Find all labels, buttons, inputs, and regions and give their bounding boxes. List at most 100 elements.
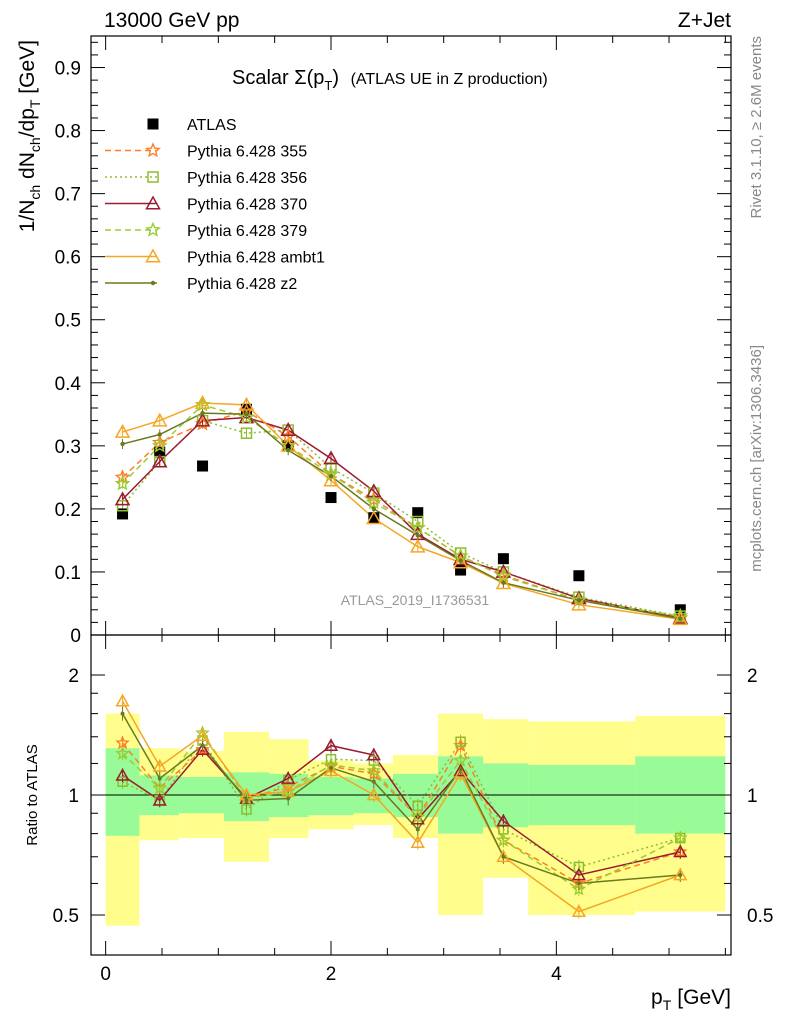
y-tick-label: 0.1: [55, 563, 81, 584]
ratio-marker-2: [453, 763, 468, 777]
y-label-part-2: dN: [16, 152, 39, 185]
ratio-marker-2: [571, 867, 587, 881]
ratio-marker-3: [453, 752, 468, 767]
series-marker-6: [120, 441, 125, 447]
ratio-y-tick-label-right: 2: [747, 666, 758, 687]
legend-marker-1: [145, 142, 161, 158]
ratio-line-5: [121, 713, 681, 885]
header-right: Z+Jet: [678, 9, 731, 32]
y-tick-label: 0: [70, 626, 81, 647]
series-marker-6: [200, 410, 205, 416]
y-label-part-6: [GeV]: [16, 40, 39, 100]
ratio-marker-5: [678, 873, 683, 877]
series-marker-5: [238, 396, 255, 411]
series-marker-4: [495, 568, 512, 584]
ratio-marker-3: [496, 832, 511, 847]
legend-label-6: Pythia 6.428 z2: [187, 276, 297, 293]
ratio-marker-4: [453, 766, 468, 780]
plot-title-close: ): [332, 67, 339, 89]
ratio-marker-3: [152, 780, 168, 795]
series-marker-3: [114, 491, 131, 506]
series-marker-5: [194, 394, 211, 409]
band-inner-0: [105, 748, 140, 836]
ratio-marker-0: [115, 735, 130, 750]
series-marker-3: [280, 422, 296, 437]
legend-marker-6: [150, 280, 156, 286]
y-tick-label: 0.6: [55, 248, 81, 269]
ratio-marker-1: [117, 776, 128, 787]
ratio-frame: [90, 634, 732, 956]
ratio-marker-0: [672, 844, 688, 859]
series-marker-6: [371, 506, 377, 512]
ratio-panel: 0.5 0.5 1 1 2 2 0 2 4 Ratio to ATLAS pT [GeV]: [24, 634, 773, 1013]
ratio-marker-3: [280, 783, 296, 798]
plot-title-sub: T: [324, 78, 332, 93]
ratio-marker-5: [415, 827, 420, 832]
side-text-bottom: mcplots.cern.ch [arXiv:1306.3436]: [748, 345, 765, 572]
series-marker-1: [114, 469, 131, 485]
series-line-3: [121, 416, 681, 619]
ratio-marker-3: [366, 763, 382, 777]
series-marker-5: [495, 575, 512, 590]
series-marker-0: [573, 570, 585, 582]
legend-marker-5: [145, 248, 161, 263]
ratio-marker-4: [115, 693, 130, 707]
ratio-axes: 0.5 0.5 1 1 2 2 0 2 4: [53, 635, 773, 985]
x-tick-label: 0: [100, 964, 111, 985]
series-marker-6: [501, 580, 506, 585]
series-marker-5: [114, 423, 131, 438]
ratio-marker-5: [329, 765, 333, 770]
y-tick-label: 0.2: [55, 500, 81, 521]
ratio-marker-4: [152, 758, 167, 772]
series-line-1: [121, 410, 681, 619]
legend-marker-3: [145, 195, 161, 210]
y-axis-label: 1/Nch dNch/dpT [GeV]: [16, 40, 43, 232]
ratio-marker-2: [323, 738, 339, 752]
main-panel: 00.10.20.30.40.50.60.70.80.9 Scalar Σ(pT…: [16, 35, 732, 647]
series-marker-5: [151, 412, 168, 427]
y-tick-label: 0.9: [55, 59, 81, 80]
ratio-marker-0: [195, 741, 210, 756]
ratio-marker-2: [239, 791, 254, 804]
legend-label-2: Pythia 6.428 356: [187, 170, 307, 187]
legend-label-0: ATLAS: [187, 117, 237, 134]
series-marker-3: [238, 409, 255, 424]
x-label-main: p: [651, 986, 663, 1009]
ratio-y-tick-label-right: 1: [747, 786, 758, 807]
y-label-part-0: 1/N: [16, 200, 39, 233]
series-marker-4: [365, 494, 382, 510]
ratio-y-tick-label-right: 0.5: [747, 906, 773, 927]
legend-label-3: Pythia 6.428 370: [187, 197, 307, 214]
ratio-y-tick-label: 2: [68, 666, 79, 687]
ratio-line-0: [121, 742, 681, 885]
ratio-marker-1: [241, 804, 252, 815]
series-marker-6: [458, 558, 463, 563]
ratio-marker-2: [115, 767, 130, 781]
x-tick-label: 4: [551, 964, 562, 985]
ratio-line-3: [121, 731, 681, 891]
y-tick-label: 0.3: [55, 437, 81, 458]
legend-marker-2: [147, 171, 159, 183]
x-label-unit: [GeV]: [677, 986, 731, 1009]
plot-title-rest: (ATLAS UE in Z production): [351, 71, 548, 88]
ratio-line-2: [122, 744, 681, 876]
ratio-marker-5: [501, 854, 506, 859]
series-marker-5: [323, 472, 339, 487]
series-line-6: [122, 412, 681, 620]
series-marker-6: [576, 598, 582, 603]
ratio-marker-1: [455, 736, 466, 748]
series-marker-2: [240, 427, 253, 439]
series-marker-0: [197, 460, 209, 472]
series-marker-5: [571, 596, 587, 611]
legend-marker-0: [147, 118, 159, 130]
ratio-marker-2: [152, 792, 167, 806]
y-label-part-1: ch: [27, 185, 43, 200]
series-marker-5: [452, 554, 469, 569]
main-axes: 0 0.1 0.2 0.3 0.4 0.5 0.6 0.7 0.8 0.9: [55, 36, 731, 647]
legend-marker-4: [145, 221, 161, 237]
series-marker-3: [151, 453, 168, 468]
ratio-marker-5: [371, 779, 376, 784]
ratio-marker-3: [195, 725, 210, 740]
series-marker-3: [194, 412, 211, 427]
